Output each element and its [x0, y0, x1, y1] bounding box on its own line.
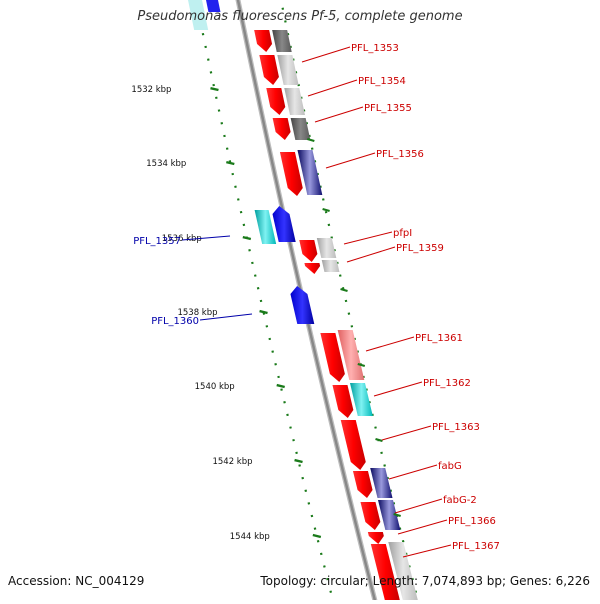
- cds-outer-3: [284, 88, 305, 115]
- tick-mark-1532: [210, 86, 219, 92]
- cds-outer-6: [316, 238, 337, 258]
- gene-label-pfl_1367: PFL_1367: [452, 541, 500, 552]
- leader-pfl_1360: [199, 313, 253, 321]
- cds-forward-13: [367, 532, 384, 544]
- cds-forward-2: [259, 55, 279, 85]
- leader-pfl_1354: [307, 79, 358, 97]
- leader-pfl_1366: [397, 519, 448, 535]
- outer-tick-1: [307, 137, 315, 143]
- cds-forward-1: [254, 30, 273, 52]
- cds-forward-8: [320, 333, 345, 382]
- leader-pfl_1367: [402, 544, 452, 558]
- tick-label-1532: 1532 kbp: [131, 85, 171, 95]
- cds-forward-3: [266, 88, 286, 115]
- outer-tick-3: [340, 287, 348, 293]
- leader-pfl_1363: [381, 425, 432, 441]
- inner-dotted-guide: [194, 0, 335, 604]
- tick-label-1540: 1540 kbp: [195, 382, 235, 392]
- cds-outer-5: [297, 150, 323, 195]
- cds-outer-8: [337, 330, 365, 380]
- tick-mark-1544: [312, 533, 322, 539]
- cds-outer-10: [370, 468, 393, 498]
- cds-forward-7: [304, 263, 321, 274]
- gene-label-pfl_1357: PFL_1357: [133, 236, 181, 247]
- tick-label-1536: 1536 kbp: [162, 234, 202, 244]
- gene-label-pfl_1362: PFL_1362: [423, 378, 471, 389]
- cds-outer-2: [277, 55, 299, 85]
- gene-label-pfl_1359: PFL_1359: [396, 243, 444, 254]
- leader-pfl_1357: [181, 235, 231, 241]
- leader-pfl_1353: [301, 46, 351, 63]
- cds-reverse-cyan: [254, 210, 277, 244]
- gene-label-pfl_1363: PFL_1363: [432, 422, 480, 433]
- gene-label-pfl_1366: PFL_1366: [448, 516, 496, 527]
- gene-label-fabg: fabG: [438, 461, 462, 472]
- gene-label-pfl_1360: PFL_1360: [151, 316, 199, 327]
- map-title: Pseudomonas fluorescens Pf-5, complete g…: [137, 9, 463, 24]
- accession-text: Accession: NC_004129: [8, 574, 145, 588]
- leader-fabg-2: [394, 498, 443, 514]
- cds-forward-4: [272, 118, 291, 140]
- cds-forward-9: [332, 385, 354, 418]
- leader-pfl_1359: [346, 246, 396, 263]
- cds-outer-7: [321, 260, 340, 272]
- cds-forward-10: [340, 420, 366, 470]
- tick-label-1544: 1544 kbp: [230, 532, 270, 542]
- gene-label-fabg-2: fabG-2: [443, 495, 477, 506]
- tick-mark-1540: [276, 383, 285, 389]
- tick-label-1534: 1534 kbp: [146, 159, 186, 169]
- gene-label-pfl_1354: PFL_1354: [358, 76, 406, 87]
- gene-label-pfpi: pfpI: [393, 228, 412, 239]
- gene-label-pfl_1355: PFL_1355: [364, 103, 412, 114]
- leader-pfl_1362: [373, 381, 423, 397]
- leader-pfpi: [343, 231, 393, 245]
- cds-forward-6: [299, 240, 318, 262]
- cds-outer-9: [349, 383, 373, 416]
- tick-mark-1534: [226, 160, 235, 166]
- gene-label-pfl_1356: PFL_1356: [376, 149, 424, 160]
- outer-tick-4: [357, 362, 366, 368]
- leader-pfl_1361: [365, 336, 415, 352]
- outer-tick-6: [393, 512, 401, 518]
- cds-outer-11: [378, 500, 401, 530]
- top-faint-cyan-block: [188, 0, 209, 30]
- leader-pfl_1356: [325, 152, 376, 169]
- tick-label-1538: 1538 kbp: [177, 308, 217, 318]
- cds-reverse-blue-1: [272, 206, 296, 242]
- gene-label-pfl_1361: PFL_1361: [415, 333, 463, 344]
- leader-fabg: [388, 464, 438, 480]
- cds-forward-12: [360, 502, 381, 530]
- leader-pfl_1355: [314, 106, 364, 123]
- cds-outer-4: [290, 118, 311, 140]
- outer-tick-5: [375, 437, 383, 443]
- cds-reverse-blue-2: [290, 286, 315, 324]
- cds-outer-1: [272, 30, 292, 52]
- outer-tick-2: [322, 207, 330, 213]
- cds-forward-11: [352, 471, 373, 498]
- tick-mark-1538: [259, 309, 268, 315]
- genome-summary-text: Topology: circular; Length: 7,074,893 bp…: [260, 574, 590, 588]
- cds-forward-5: [279, 152, 303, 196]
- gene-label-pfl_1353: PFL_1353: [351, 43, 399, 54]
- tick-label-1542: 1542 kbp: [212, 457, 252, 467]
- top-blue-block: [206, 0, 221, 12]
- tick-mark-1542: [294, 458, 303, 464]
- tick-mark-1536: [242, 235, 252, 241]
- cds-forward-14: [370, 544, 400, 600]
- cds-outer-12: [388, 542, 418, 600]
